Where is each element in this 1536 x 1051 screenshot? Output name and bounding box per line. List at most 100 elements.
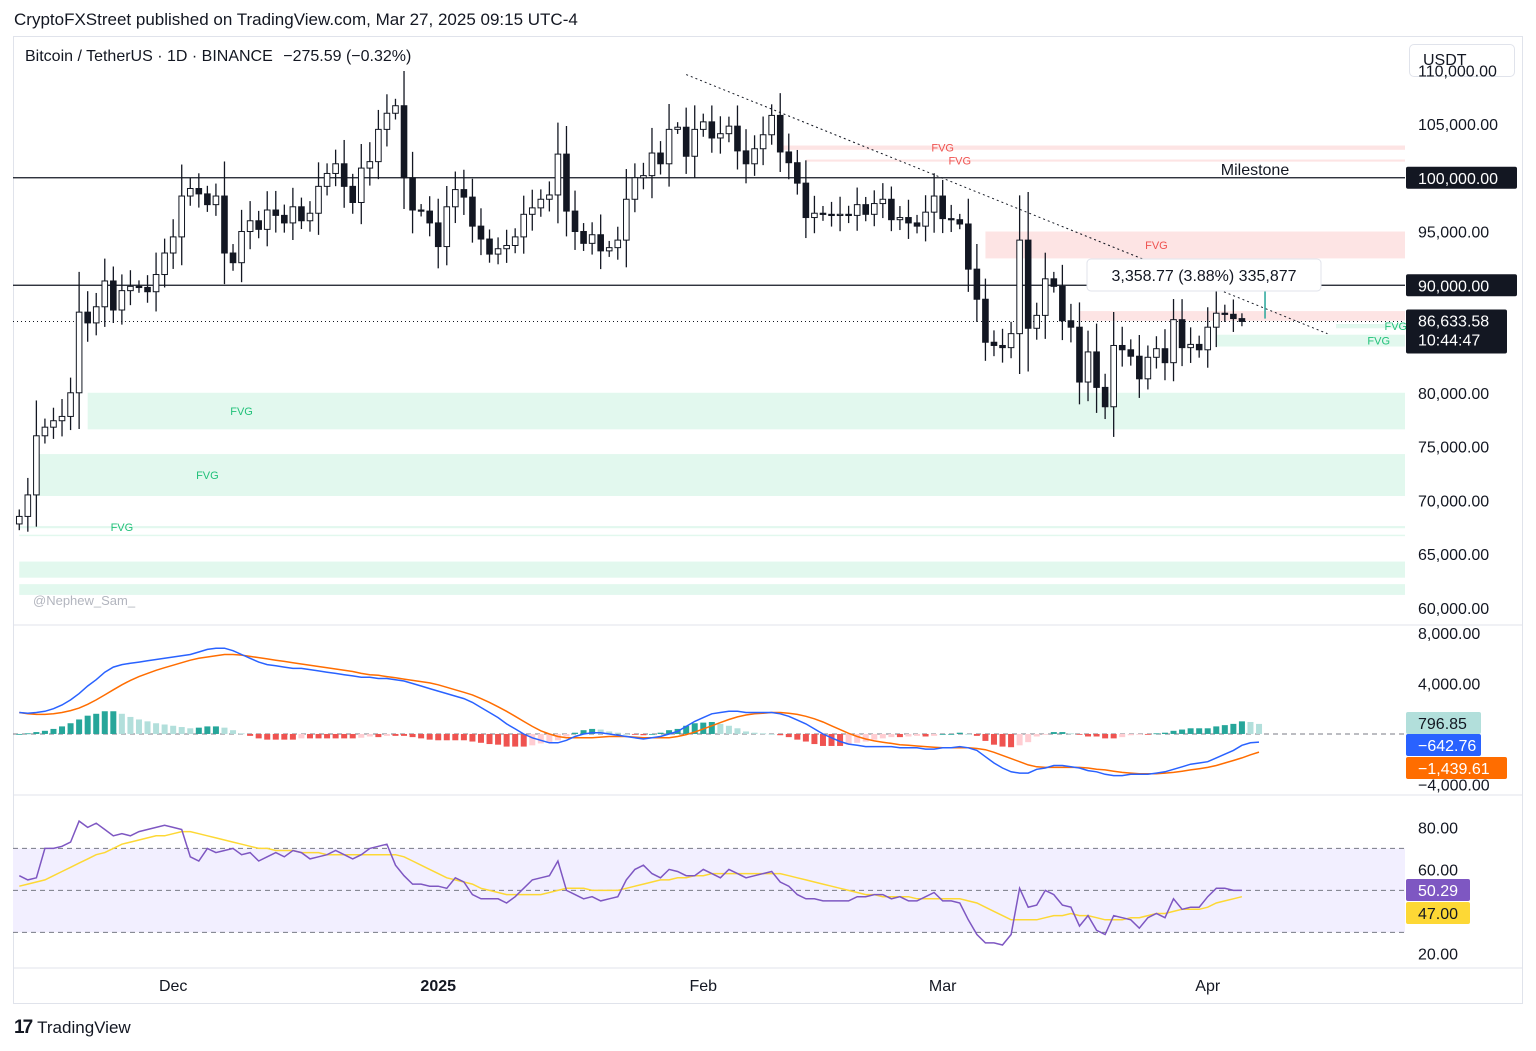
candle-body <box>375 128 382 163</box>
signal-line <box>19 653 1260 775</box>
macd-tick-label: −4,000.00 <box>1418 777 1490 794</box>
candle-body <box>768 114 775 136</box>
candle-body <box>221 195 228 254</box>
candle-body <box>127 285 134 292</box>
level-badge-text: 100,000.00 <box>1418 171 1498 188</box>
candle-body <box>434 222 442 248</box>
candle-body <box>990 341 998 346</box>
candle-body <box>340 163 348 187</box>
candle-body <box>272 209 280 216</box>
measure-tooltip <box>1086 258 1322 292</box>
macd-histogram-bar <box>1067 733 1074 735</box>
rsi-tick-label: 20.00 <box>1418 946 1458 963</box>
level-label: Milestone <box>1221 162 1290 179</box>
macd-value-badge <box>1406 757 1507 779</box>
macd-histogram-bar <box>1127 733 1134 736</box>
macd-histogram-bar <box>563 733 570 737</box>
candle-body <box>298 206 305 222</box>
macd-histogram-bar <box>418 733 425 739</box>
candle-body <box>426 210 433 224</box>
candle-body <box>1170 319 1177 364</box>
macd-value-text: 796.85 <box>1418 716 1467 733</box>
macd-histogram-bar <box>1025 733 1032 743</box>
candle-body <box>24 494 32 517</box>
currency-unit-button[interactable]: USDT <box>1409 44 1515 77</box>
candle-body <box>503 244 510 250</box>
candle-body <box>674 126 681 130</box>
candle-body <box>725 125 733 135</box>
macd-value-badge <box>1406 712 1481 734</box>
macd-histogram-bar <box>666 730 673 734</box>
candle-body <box>186 188 194 197</box>
fvg-zone <box>36 454 1405 496</box>
candle-body <box>905 217 912 224</box>
macd-histogram-bar <box>948 733 955 735</box>
macd-histogram-bar <box>221 727 228 734</box>
price-tick-label: 60,000.00 <box>1418 601 1489 618</box>
fvg-label: FVG <box>1385 321 1408 333</box>
candle-body <box>1230 313 1237 320</box>
macd-histogram-bar <box>1033 733 1040 737</box>
macd-histogram-bar <box>683 725 690 734</box>
candle-body <box>888 198 895 221</box>
macd-histogram-bar <box>931 733 938 736</box>
candle-body <box>999 344 1006 349</box>
fvg-label: FVG <box>230 406 253 418</box>
macd-histogram-bar <box>118 713 125 734</box>
fvg-label: FVG <box>1367 336 1390 348</box>
candle-body <box>1195 343 1203 351</box>
candle-body <box>469 196 476 227</box>
candle-body <box>263 209 271 230</box>
candle-body <box>691 128 699 157</box>
macd-histogram-bar <box>272 733 279 740</box>
candle-body <box>212 195 220 206</box>
macd-histogram-bar <box>392 733 399 736</box>
macd-histogram-bar <box>315 733 322 739</box>
candle-body <box>204 193 211 206</box>
macd-histogram-bar <box>24 733 31 735</box>
candle-body <box>811 212 818 219</box>
symbol-title: Bitcoin / TetherUS · 1D · BINANCE <box>25 48 273 65</box>
macd-histogram-bar <box>956 732 963 734</box>
macd-histogram-bar <box>1093 733 1100 737</box>
macd-histogram-bar <box>1230 723 1237 734</box>
candle-body <box>965 223 972 270</box>
fvg-label: FVG <box>948 156 971 168</box>
macd-histogram-bar <box>777 733 784 736</box>
fvg-label: FVG <box>1145 240 1168 252</box>
candle-body <box>819 212 827 215</box>
macd-tick-label: 8,000.00 <box>1418 626 1480 643</box>
rsi-ma-line <box>19 830 1243 921</box>
candle-body <box>836 213 844 217</box>
macd-histogram-bar <box>597 729 604 734</box>
macd-histogram-bar <box>1110 733 1117 739</box>
macd-histogram-bar <box>127 716 134 734</box>
macd-histogram-bar <box>768 733 775 735</box>
price-tick-label: 70,000.00 <box>1418 493 1489 510</box>
candle-body <box>922 211 929 227</box>
macd-pane <box>13 647 1405 777</box>
candle-body <box>409 177 416 211</box>
macd-histogram-bar <box>691 723 698 734</box>
macd-histogram-bar <box>520 733 527 747</box>
fvg-zone <box>87 392 1405 430</box>
macd-histogram-bar <box>725 725 732 734</box>
macd-histogram-bar <box>93 713 100 734</box>
price-tick-label: 65,000.00 <box>1418 547 1489 564</box>
descending-trendline <box>685 74 1328 335</box>
candle-body <box>546 194 553 200</box>
candle-body <box>1059 285 1066 322</box>
macd-histogram-bar <box>170 725 177 734</box>
candle-body <box>306 212 314 222</box>
candle-body <box>383 112 391 130</box>
candle-body <box>281 214 288 224</box>
candle-body <box>135 285 143 289</box>
candle-body <box>494 248 502 255</box>
candle-body <box>571 210 579 233</box>
macd-histogram-bar <box>819 733 826 746</box>
macd-histogram-bar <box>811 733 818 745</box>
candle-body <box>1178 319 1186 349</box>
candle-body <box>580 231 587 244</box>
